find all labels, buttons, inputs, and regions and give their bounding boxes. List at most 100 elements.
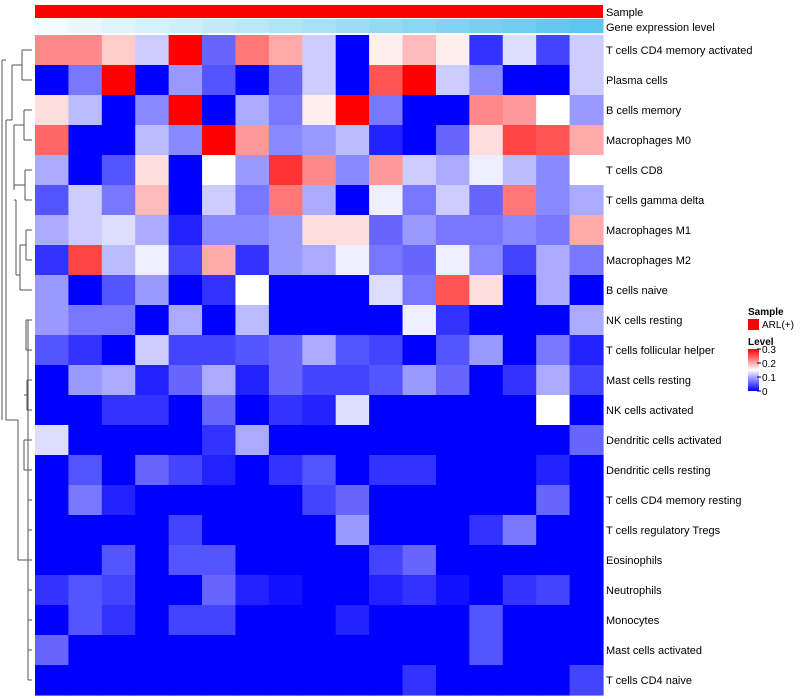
heatmap-cell <box>502 365 537 396</box>
heatmap-cell <box>469 395 504 426</box>
heatmap-cell <box>202 215 237 246</box>
heatmap-cell <box>302 635 337 666</box>
heatmap-cell <box>235 605 270 636</box>
annotation-sample-label: Sample <box>606 7 643 19</box>
heatmap-cell <box>268 545 303 576</box>
heatmap-cell <box>435 95 470 126</box>
legend-tick-label: 0.2 <box>762 359 776 370</box>
heatmap-cell <box>68 545 103 576</box>
heatmap-cell <box>402 35 437 66</box>
heatmap-cell <box>469 35 504 66</box>
heatmap-cell <box>302 605 337 636</box>
heatmap-cell <box>402 665 437 696</box>
heatmap-cell <box>35 545 70 576</box>
heatmap-cell <box>369 425 404 456</box>
legend-tick-label: 0.3 <box>762 345 776 356</box>
heatmap-cell <box>435 635 470 666</box>
heatmap-cell <box>502 635 537 666</box>
heatmap-cell <box>168 425 203 456</box>
legend-level-title: Level <box>748 337 774 348</box>
row-label: Neutrophils <box>606 585 662 597</box>
heatmap-cell <box>168 485 203 516</box>
annotation-expression-cell <box>135 19 170 33</box>
heatmap-cell <box>235 245 270 276</box>
heatmap-cell <box>502 515 537 546</box>
heatmap-cell <box>335 245 370 276</box>
heatmap-cell <box>135 335 170 366</box>
heatmap-cell <box>268 575 303 606</box>
heatmap-cell <box>202 665 237 696</box>
heatmap-cell <box>335 65 370 96</box>
heatmap-cell <box>536 545 571 576</box>
heatmap-cell <box>335 575 370 606</box>
heatmap-cell <box>135 275 170 306</box>
heatmap-cell <box>35 215 70 246</box>
row-label: T cells regulatory Tregs <box>606 525 721 537</box>
heatmap-cell <box>335 545 370 576</box>
heatmap-cell <box>402 395 437 426</box>
heatmap-cell <box>335 455 370 486</box>
heatmap-cell <box>202 65 237 96</box>
heatmap-cell <box>168 155 203 186</box>
heatmap-cell <box>402 515 437 546</box>
heatmap-cell <box>536 605 571 636</box>
heatmap-cell <box>502 575 537 606</box>
heatmap-cell <box>268 665 303 696</box>
heatmap-cell <box>202 35 237 66</box>
heatmap-cell <box>435 365 470 396</box>
row-label: Macrophages M1 <box>606 225 691 237</box>
heatmap-cell <box>435 605 470 636</box>
heatmap-cell <box>235 425 270 456</box>
heatmap-cell <box>168 635 203 666</box>
heatmap-cell <box>536 335 571 366</box>
heatmap-cell <box>168 575 203 606</box>
heatmap-cell <box>302 125 337 156</box>
heatmap-cell <box>168 65 203 96</box>
heatmap-cell <box>35 635 70 666</box>
heatmap-cell <box>135 245 170 276</box>
heatmap-cell <box>168 185 203 216</box>
heatmap-cell <box>402 95 437 126</box>
heatmap-cell <box>435 185 470 216</box>
heatmap-cell <box>35 515 70 546</box>
heatmap-cell <box>435 455 470 486</box>
heatmap-cell <box>536 485 571 516</box>
heatmap-cell <box>101 365 136 396</box>
heatmap-cell <box>369 335 404 366</box>
heatmap-cell <box>502 605 537 636</box>
heatmap-cell <box>168 35 203 66</box>
legend-level-ticks: 0.3 0.2 0.1 0 <box>757 345 776 398</box>
annotation-expression-cell <box>101 19 136 33</box>
heatmap-cell <box>68 485 103 516</box>
heatmap-cell <box>435 215 470 246</box>
heatmap-cell <box>101 125 136 156</box>
heatmap-cell <box>135 35 170 66</box>
heatmap-cell <box>168 545 203 576</box>
heatmap-cell <box>135 515 170 546</box>
heatmap-cell <box>569 575 604 606</box>
annotation-expression-label: Gene expression level <box>606 22 715 34</box>
heatmap-cell <box>302 575 337 606</box>
heatmap-cell <box>35 485 70 516</box>
heatmap-cell <box>135 215 170 246</box>
heatmap-cell <box>268 275 303 306</box>
heatmap-cell <box>68 605 103 636</box>
heatmap-cell <box>202 545 237 576</box>
heatmap-cell <box>302 155 337 186</box>
heatmap-cell <box>268 155 303 186</box>
heatmap-cell <box>435 545 470 576</box>
heatmap-cell <box>469 95 504 126</box>
heatmap-cell <box>369 35 404 66</box>
heatmap-cell <box>469 215 504 246</box>
heatmap-cell <box>35 155 70 186</box>
heatmap-cell <box>536 575 571 606</box>
heatmap-cell <box>68 665 103 696</box>
annotation-expression-cell <box>569 19 604 33</box>
heatmap-cell <box>469 515 504 546</box>
heatmap-cell <box>402 365 437 396</box>
heatmap-cell <box>302 185 337 216</box>
heatmap-cell <box>335 155 370 186</box>
heatmap-cell <box>168 245 203 276</box>
heatmap-cell <box>569 95 604 126</box>
